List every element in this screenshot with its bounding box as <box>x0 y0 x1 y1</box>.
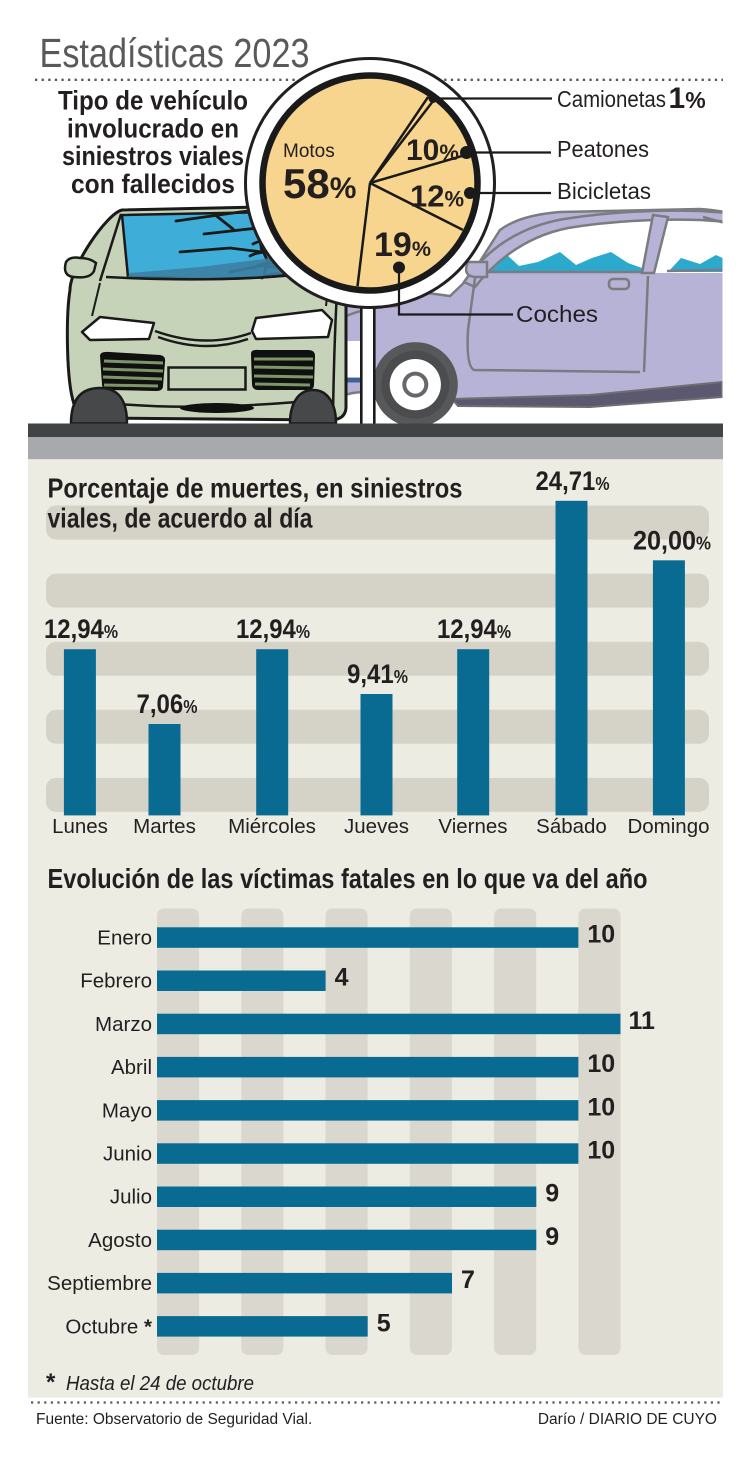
svg-text:11: 11 <box>629 1007 656 1035</box>
svg-text:Septiembre: Septiembre <box>47 1272 152 1295</box>
svg-text:Estadísticas 2023: Estadísticas 2023 <box>40 30 310 76</box>
svg-text:10: 10 <box>587 921 615 949</box>
svg-text:9: 9 <box>545 1223 559 1251</box>
svg-text:Febrero: Febrero <box>80 970 152 993</box>
svg-text:Julio: Julio <box>110 1186 152 1209</box>
svg-text:10: 10 <box>587 1137 615 1165</box>
svg-text:10%: 10% <box>406 134 459 167</box>
svg-text:Tipo de vehículo: Tipo de vehículo <box>58 86 248 116</box>
svg-text:Martes: Martes <box>133 815 196 838</box>
svg-text:Motos: Motos <box>283 141 335 162</box>
svg-text:Jueves: Jueves <box>344 815 409 838</box>
svg-text:4: 4 <box>335 964 349 992</box>
svg-text:Fuente: Observatorio de Seguri: Fuente: Observatorio de Seguridad Vial. <box>36 1411 312 1428</box>
svg-text:Junio: Junio <box>103 1143 152 1166</box>
svg-text:10: 10 <box>587 1093 615 1121</box>
svg-text:Peatones: Peatones <box>557 136 649 162</box>
svg-text:Lunes: Lunes <box>52 815 108 838</box>
svg-text:Bicicletas: Bicicletas <box>557 178 651 204</box>
svg-text:Camionetas: Camionetas <box>557 86 666 112</box>
svg-text:siniestros viales: siniestros viales <box>62 141 244 171</box>
svg-text:Octubre *: Octubre * <box>65 1315 152 1338</box>
svg-text:Darío / DIARIO DE CUYO: Darío / DIARIO DE CUYO <box>538 1411 717 1428</box>
svg-text:12,94%: 12,94% <box>236 614 310 644</box>
svg-text:Miércoles: Miércoles <box>228 815 316 838</box>
svg-text:Viernes: Viernes <box>438 815 507 838</box>
svg-text:Sábado: Sábado <box>536 815 607 838</box>
svg-text:Mayo: Mayo <box>102 1099 152 1122</box>
svg-text:10: 10 <box>587 1050 615 1078</box>
svg-text:5: 5 <box>377 1309 391 1337</box>
svg-text:Evolución de las víctimas fata: Evolución de las víctimas fatales en lo … <box>48 863 648 894</box>
svg-text:7: 7 <box>461 1266 475 1294</box>
svg-text:Enero: Enero <box>97 927 152 950</box>
svg-text:Abril: Abril <box>111 1056 152 1079</box>
svg-text:Domingo: Domingo <box>627 815 709 838</box>
svg-text:con fallecidos: con fallecidos <box>71 169 235 199</box>
svg-text:Hasta el 24 de octubre: Hasta el 24 de octubre <box>66 1373 254 1395</box>
svg-text:Porcentaje de muertes, en sini: Porcentaje de muertes, en siniestros <box>48 473 463 504</box>
svg-text:viales, de acuerdo al día: viales, de acuerdo al día <box>48 502 313 533</box>
svg-text:Coches: Coches <box>516 301 598 327</box>
svg-text:*: * <box>46 1369 56 1396</box>
svg-text:9: 9 <box>545 1180 559 1208</box>
svg-text:Agosto: Agosto <box>88 1229 152 1252</box>
svg-text:involucrado en: involucrado en <box>67 113 239 143</box>
svg-text:Marzo: Marzo <box>95 1013 152 1036</box>
svg-text:1%: 1% <box>669 82 706 115</box>
